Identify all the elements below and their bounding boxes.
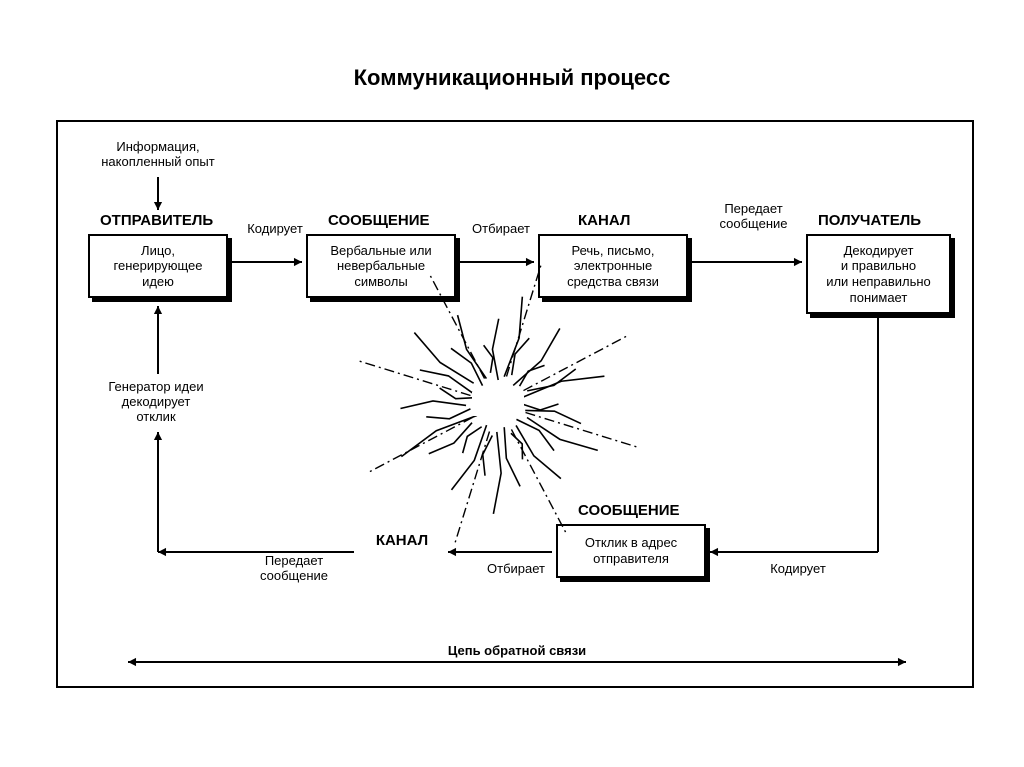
channel-bottom-label: КАНАЛ xyxy=(362,532,442,549)
noise-label: ШУМ xyxy=(478,394,515,411)
message-box-text: Вербальные илиневербальныесимволы xyxy=(330,243,431,290)
channel-box-text: Речь, письмо,электронныесредства связи xyxy=(567,243,659,290)
feedback-msg-heading: СООБЩЕНИЕ xyxy=(578,502,679,519)
transmits-top-label: Передаетсообщение xyxy=(706,202,801,232)
receiver-box: Декодируети правильноили неправильнопони… xyxy=(806,234,951,314)
encodes-bottom-label: Кодирует xyxy=(758,562,838,577)
sender-box: Лицо,генерирующееидею xyxy=(88,234,228,298)
selects-top-label: Отбирает xyxy=(466,222,536,237)
info-label: Информация,накопленный опыт xyxy=(93,140,223,170)
message-box: Вербальные илиневербальныесимволы xyxy=(306,234,456,298)
feedback-chain-label: Цепь обратной связи xyxy=(58,644,976,659)
feedback-msg-box: Отклик в адресотправителя xyxy=(556,524,706,578)
channel-heading: КАНАЛ xyxy=(578,212,630,229)
page-title: Коммуникационный процесс xyxy=(0,65,1024,91)
selects-bottom-label: Отбирает xyxy=(476,562,556,577)
generator-decodes-label: Генератор идеидекодируетотклик xyxy=(86,380,226,425)
feedback-msg-box-text: Отклик в адресотправителя xyxy=(585,535,677,566)
receiver-box-text: Декодируети правильноили неправильнопони… xyxy=(826,243,931,305)
receiver-heading: ПОЛУЧАТЕЛЬ xyxy=(818,212,921,229)
sender-heading: ОТПРАВИТЕЛЬ xyxy=(100,212,213,229)
diagram-frame: Информация,накопленный опыт ОТПРАВИТЕЛЬ … xyxy=(56,120,974,688)
sender-box-text: Лицо,генерирующееидею xyxy=(114,243,203,290)
transmits-bottom-label: Передаетсообщение xyxy=(244,554,344,584)
channel-box: Речь, письмо,электронныесредства связи xyxy=(538,234,688,298)
encodes-label: Кодирует xyxy=(240,222,310,237)
message-heading: СООБЩЕНИЕ xyxy=(328,212,429,229)
